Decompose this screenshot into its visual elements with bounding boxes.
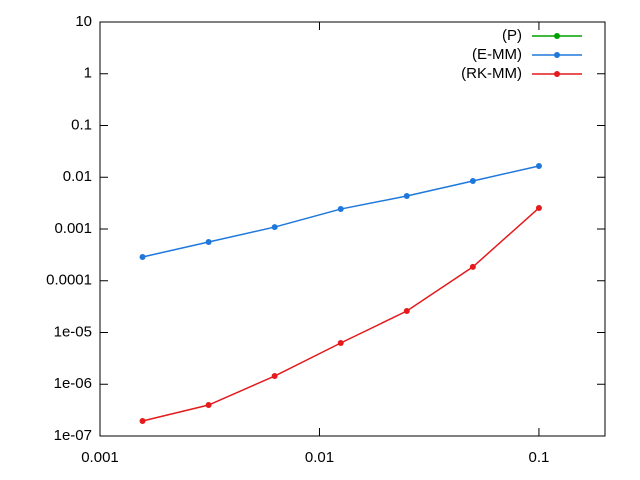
data-point: [469, 177, 476, 184]
data-point: [535, 204, 542, 211]
legend-label: (RK-MM): [461, 65, 522, 82]
y-tick-label: 1e-06: [54, 375, 92, 392]
data-point: [469, 263, 476, 270]
legend-marker: [554, 71, 560, 77]
x-tick-label: 0.001: [81, 449, 119, 466]
y-tick-label: 1e-07: [54, 427, 92, 444]
data-point: [139, 253, 146, 260]
series-line: [142, 207, 540, 422]
plot-frame: [99, 21, 606, 437]
legend-marker: [554, 52, 560, 58]
data-point: [535, 162, 542, 169]
data-point: [205, 402, 212, 409]
data-point: [205, 239, 212, 246]
legend-label: (P): [502, 27, 522, 44]
legend-marker: [554, 33, 560, 39]
data-point: [337, 206, 344, 213]
y-tick-label: 0.1: [71, 116, 92, 133]
legend-label: (E-MM): [472, 46, 522, 63]
data-point: [403, 193, 410, 200]
y-tick-label: 10: [75, 13, 92, 30]
data-point: [403, 308, 410, 315]
y-tick-label: 1e-05: [54, 323, 92, 340]
y-tick-label: 1: [84, 65, 92, 82]
data-point: [271, 224, 278, 231]
y-tick-label: 0.0001: [46, 272, 92, 289]
y-tick-label: 0.01: [63, 168, 92, 185]
data-point: [271, 373, 278, 380]
data-point: [139, 417, 146, 424]
data-point: [337, 339, 344, 346]
x-tick-label: 0.1: [529, 449, 550, 466]
y-tick-label: 0.001: [54, 220, 92, 237]
x-tick-label: 0.01: [305, 449, 334, 466]
